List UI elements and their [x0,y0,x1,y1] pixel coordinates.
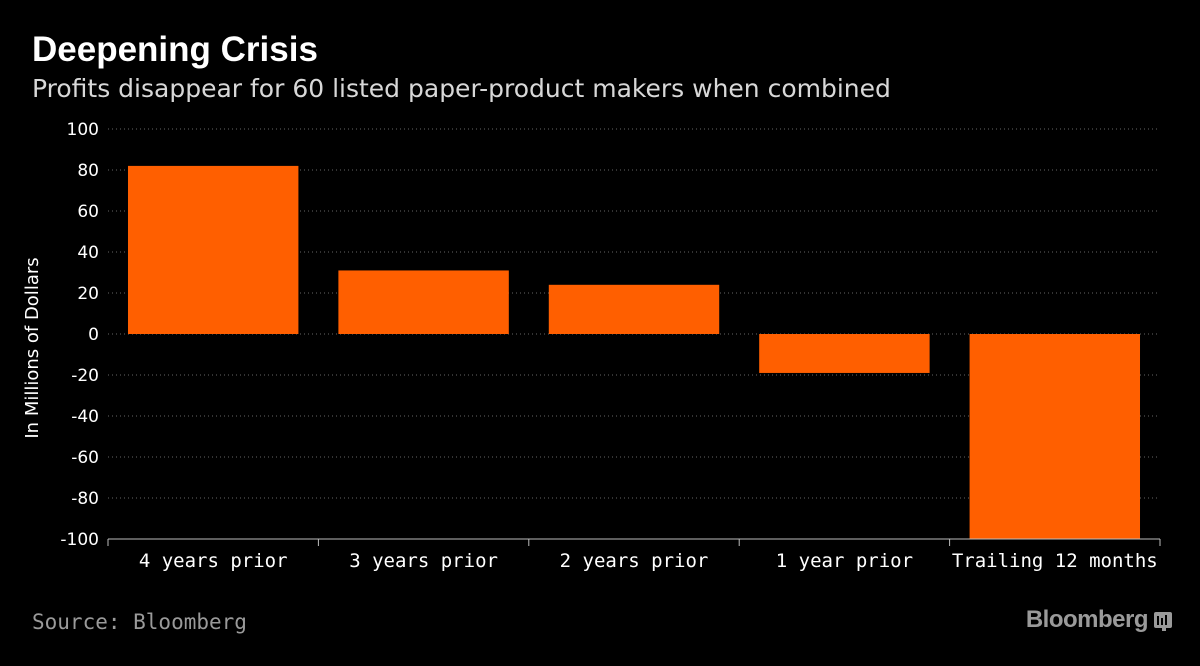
y-tick-label: 0 [88,325,99,345]
x-category-label: 4 years prior [139,550,288,572]
brand-logo: Bloomberg [1026,606,1172,634]
bar [759,334,930,373]
y-tick-label: -80 [71,489,99,509]
brand-name: Bloomberg [1025,606,1149,633]
x-category-label: 2 years prior [560,550,709,572]
bars [127,165,1141,539]
chart-subtitle: Profits disappear for 60 listed paper-pr… [32,74,891,103]
y-axis-ticks: 100 80 60 40 20 0 -20 -40 -60 -80 -100 [60,120,99,550]
x-category-label: Trailing 12 months [952,550,1158,572]
x-axis: 4 years prior 3 years prior 2 years prior 1… [107,538,1161,572]
y-tick-label: -20 [71,366,99,386]
bar [338,270,509,334]
y-tick-label: 60 [77,202,99,222]
y-tick-label: -100 [60,530,99,550]
bar [969,334,1141,539]
y-axis-label: In Millions of Dollars [22,257,43,438]
x-category-label: 1 year prior [776,550,913,572]
y-tick-label: 80 [77,161,99,181]
chart-title: Deepening Crisis [32,30,318,69]
y-tick-label: 20 [77,284,99,304]
source-note: Source: Bloomberg [32,610,247,634]
x-category-label: 3 years prior [349,550,498,572]
bar [548,284,720,334]
y-tick-label: 40 [77,243,99,263]
y-tick-label: -60 [71,448,99,468]
bloomberg-bars-icon [1154,612,1172,631]
y-tick-label: -40 [71,407,99,427]
bar [127,165,299,334]
y-tick-label: 100 [67,120,99,140]
